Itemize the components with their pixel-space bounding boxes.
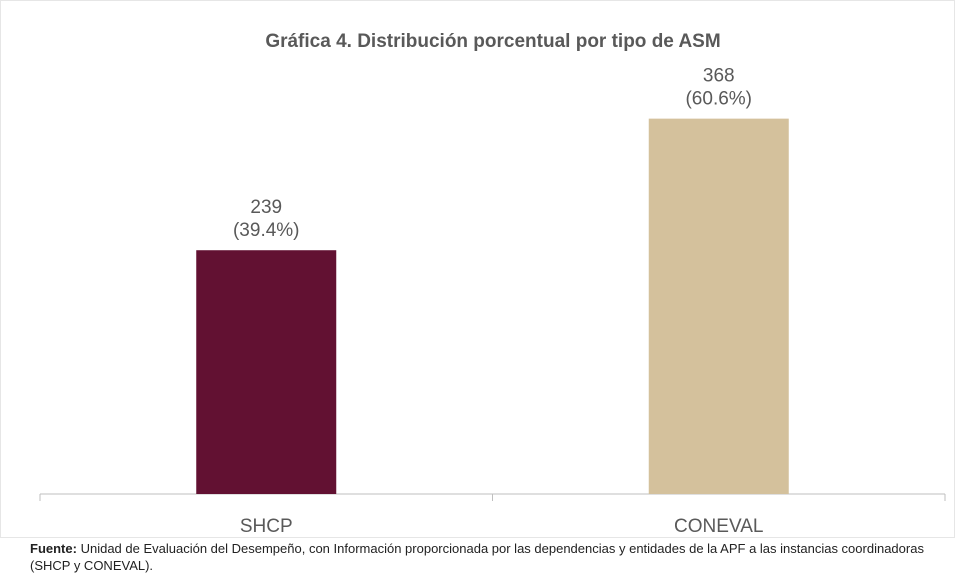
percentage-label: (60.6%) xyxy=(685,89,752,110)
source-text: Unidad de Evaluación del Desempeño, con … xyxy=(30,541,924,573)
percentage-label: (39.4%) xyxy=(233,220,300,241)
source-note: Fuente: Unidad de Evaluación del Desempe… xyxy=(30,540,950,574)
source-label: Fuente: xyxy=(30,541,77,556)
chart-frame xyxy=(0,0,955,538)
value-label: 239 xyxy=(250,197,282,218)
x-tick-label: SHCP xyxy=(240,516,293,537)
chart: Gráfica 4. Distribución porcentual por t… xyxy=(0,0,955,538)
x-tick-label: CONEVAL xyxy=(674,516,763,537)
value-label: 368 xyxy=(703,66,735,87)
chart-title: Gráfica 4. Distribución porcentual por t… xyxy=(265,31,720,52)
bar xyxy=(648,118,789,494)
bar xyxy=(196,250,337,494)
